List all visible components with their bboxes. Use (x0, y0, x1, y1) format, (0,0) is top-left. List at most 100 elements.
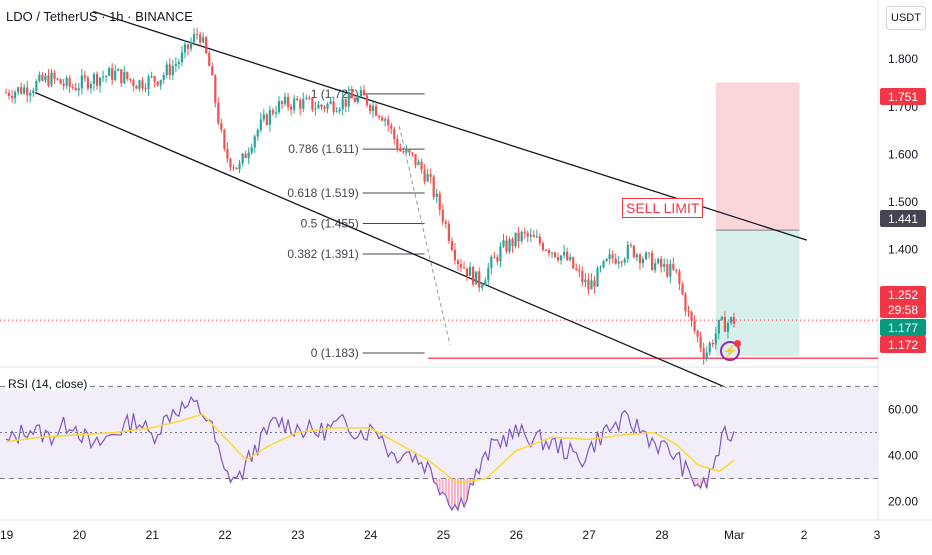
candle-body (438, 193, 441, 210)
x-tick-label: 22 (218, 528, 232, 542)
candle-body (472, 266, 475, 285)
candle-body (17, 87, 20, 93)
candle-body (132, 80, 135, 86)
candle-body (171, 66, 174, 76)
level-price-tag: 1.172 (880, 336, 926, 353)
candle-body (544, 249, 548, 251)
candle-body (478, 271, 481, 288)
candle-body (517, 232, 520, 242)
candle-body (244, 153, 247, 159)
candle-body (484, 280, 487, 285)
candle-body (199, 34, 202, 43)
candle-body (101, 76, 105, 78)
target-price-tag: 1.177 (880, 319, 926, 336)
candle-body (481, 284, 484, 288)
candle-body (135, 85, 138, 89)
candle-body (283, 96, 287, 104)
currency-button[interactable]: USDT (886, 6, 926, 30)
candle-body (593, 280, 596, 287)
candle-body (632, 245, 635, 258)
candle-body (575, 268, 578, 270)
y-tick-label: 1.600 (888, 147, 918, 161)
flash-icon[interactable]: ⚡ (720, 340, 741, 361)
x-tick-label: 25 (437, 528, 451, 542)
candle-body (280, 101, 284, 104)
candle-body (614, 258, 617, 264)
candle-body (708, 342, 711, 353)
candle-body (35, 81, 38, 91)
candle-body (308, 97, 311, 99)
candle-body (53, 72, 56, 79)
candle-body (660, 258, 663, 267)
candle-body (720, 317, 723, 320)
candle-body (657, 258, 660, 264)
candle-body (47, 75, 50, 86)
candle-body (105, 75, 108, 77)
candle-body (153, 76, 156, 82)
candle-body (74, 88, 77, 91)
candle-body (420, 161, 423, 170)
candle-body (550, 252, 554, 254)
candle-body (205, 37, 208, 54)
candle-body (381, 117, 384, 121)
candle-body (217, 102, 220, 124)
rsi-ma-line (5, 413, 735, 484)
channel-lower-line (34, 91, 727, 389)
candle-body (129, 78, 132, 81)
candle-body (447, 223, 450, 242)
candle-body (608, 254, 611, 259)
candle-body (365, 95, 369, 106)
candle-body (208, 53, 211, 67)
candle-body (629, 244, 632, 246)
candle-body (256, 129, 259, 137)
sell-limit-label[interactable]: SELL LIMIT (622, 198, 704, 218)
candle-body (371, 105, 375, 112)
candle-body (426, 174, 429, 182)
candle-body (320, 104, 323, 107)
candle-body (669, 263, 672, 277)
candle-body (520, 231, 523, 242)
candle-body (202, 37, 205, 43)
x-tick-label: 24 (364, 528, 378, 542)
candle-body (71, 87, 74, 89)
candle-body (20, 87, 23, 94)
candle-body (429, 174, 432, 177)
candle-body (138, 80, 141, 89)
rsi-title: RSI (14, close) (6, 377, 90, 391)
candle-body (141, 80, 144, 89)
x-tick-label: 27 (582, 528, 596, 542)
candle-body (563, 251, 566, 256)
candle-body (311, 98, 314, 110)
candle-body (38, 74, 41, 82)
fib-level-label: 0.5 (1.455) (301, 216, 359, 230)
candle-body (299, 100, 302, 109)
candle-body (247, 152, 250, 159)
stop-loss-zone (715, 82, 800, 231)
candle-body (687, 311, 690, 313)
candle-body (271, 110, 275, 114)
candle-body (602, 260, 605, 268)
candle-body (599, 267, 602, 269)
candle-body (287, 96, 290, 107)
candle-body (714, 333, 717, 345)
candle-body (717, 319, 720, 334)
candle-body (183, 44, 187, 53)
candle-body (678, 271, 681, 285)
candle-body (666, 264, 669, 277)
candle-body (587, 279, 590, 290)
candle-body (238, 163, 241, 170)
candle-body (566, 251, 569, 260)
candle-body (144, 88, 147, 90)
candle-body (335, 111, 338, 113)
candle-body (120, 69, 123, 84)
x-tick-label: 19 (0, 528, 14, 542)
candle-body (681, 284, 684, 295)
x-tick-label: 20 (73, 528, 87, 542)
candle-body (223, 129, 226, 149)
candle-body (435, 193, 438, 198)
candle-body (89, 84, 93, 89)
candle-body (368, 105, 372, 112)
candle-body (605, 258, 608, 261)
